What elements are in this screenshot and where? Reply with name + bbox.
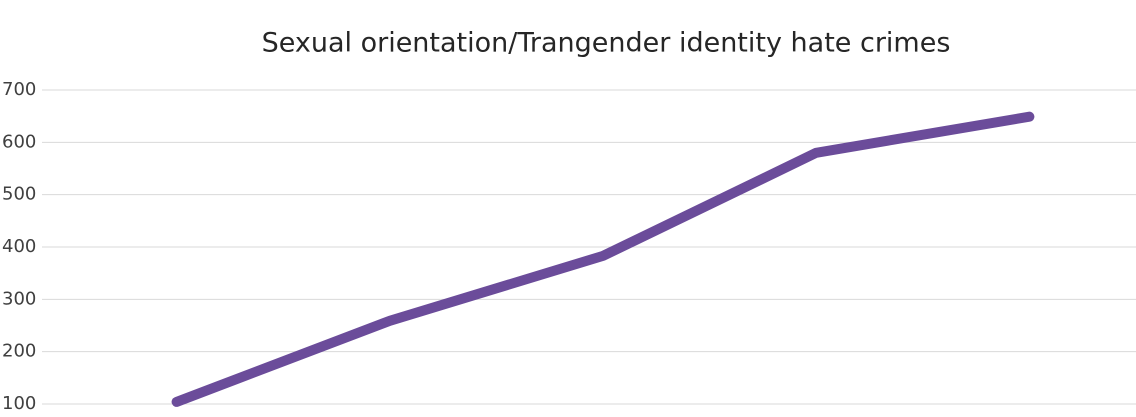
data-line (171, 111, 1035, 407)
y-tick-label: 200 (2, 341, 36, 362)
y-tick-label: 100 (2, 393, 36, 414)
y-tick-label: 700 (2, 79, 36, 100)
y-tick-label: 300 (2, 288, 36, 309)
y-tick-label: 600 (2, 131, 36, 152)
y-tick-label: 500 (2, 184, 36, 205)
y-tick-label: 400 (2, 236, 36, 257)
chart-title: Sexual orientation/Trangender identity h… (262, 28, 951, 59)
